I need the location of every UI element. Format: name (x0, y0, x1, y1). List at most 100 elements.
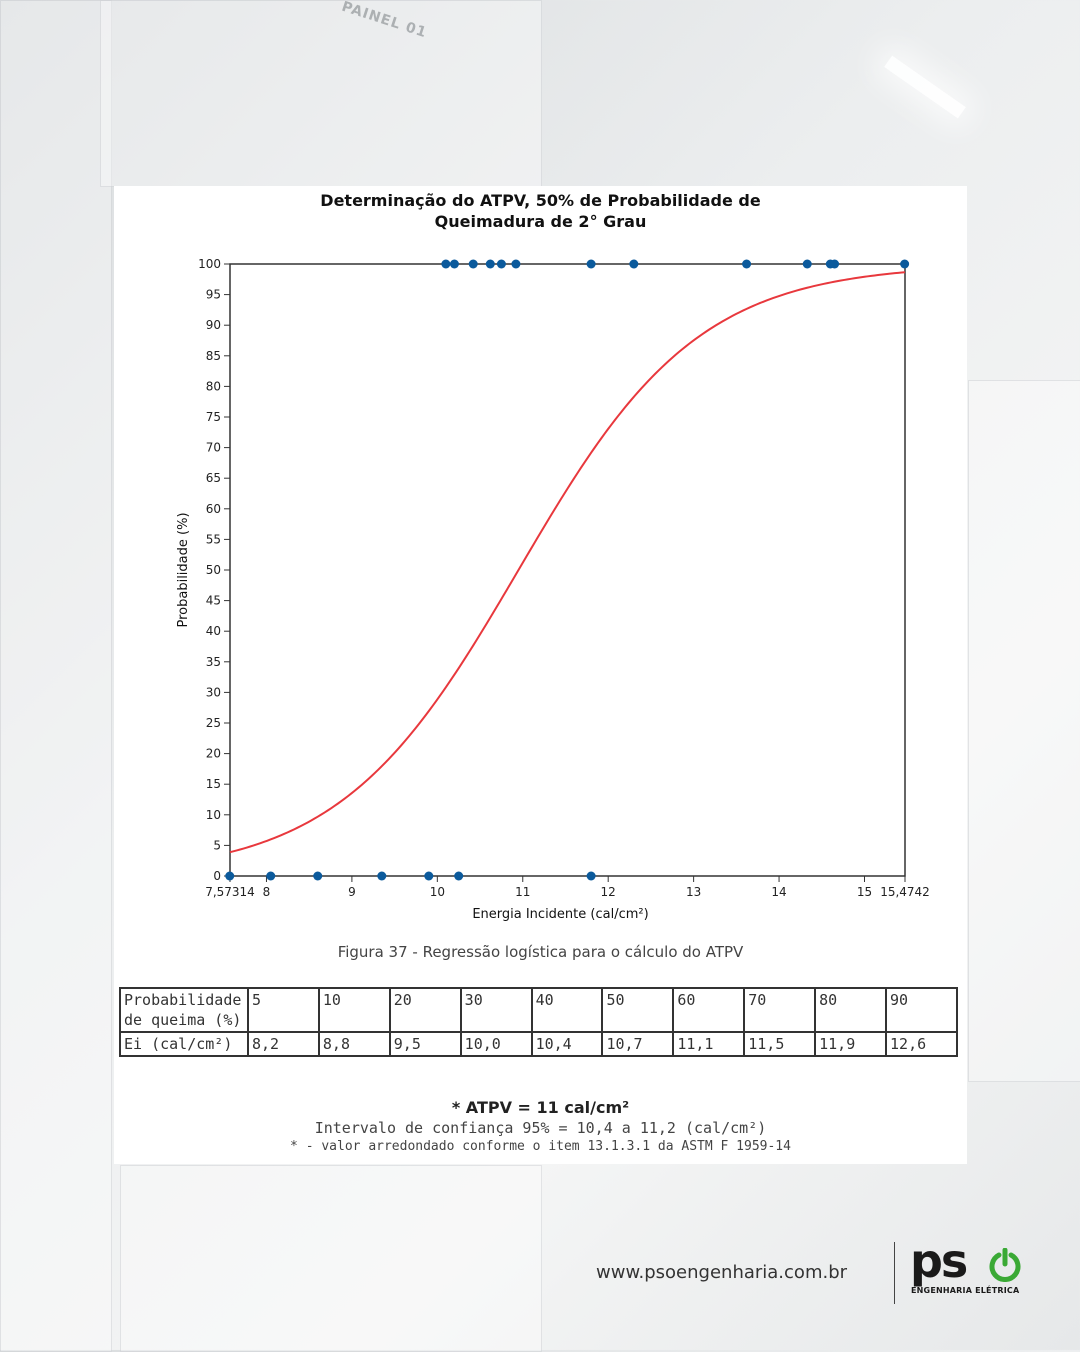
y-tick-label: 80 (206, 379, 221, 393)
data-point (468, 259, 478, 269)
pso-logo: ps ENGENHARIA ELÉTRICA (910, 1238, 1026, 1300)
y-tick-label: 40 (206, 624, 221, 638)
figure-caption: Figura 37 - Regressão logística para o c… (337, 943, 744, 961)
table-cell: 10,0 (459, 1031, 533, 1057)
y-tick-label: 0 (213, 869, 221, 883)
y-tick-label: 5 (213, 838, 221, 852)
y-tick-label: 100 (198, 257, 221, 271)
footer-divider (894, 1242, 895, 1304)
data-point (449, 259, 459, 269)
data-point (377, 871, 387, 881)
data-point (629, 259, 639, 269)
y-tick-label: 35 (206, 655, 221, 669)
table-cell: 30 (459, 987, 533, 1033)
y-tick-label: 85 (206, 349, 221, 363)
figure-card: 0 5 10 15 20 25 30 35 40 45 50 55 60 65 70 75 80 85 90 95 10… (114, 186, 967, 1164)
y-tick-label: 60 (206, 502, 221, 516)
y-tick-label: 45 (206, 594, 221, 608)
data-point (586, 871, 596, 881)
y-axis-label: Probabilidade (%) (176, 512, 191, 627)
background-cabinet-right (968, 380, 1080, 1082)
data-point (424, 871, 434, 881)
x-tick-label: 8 (263, 885, 271, 899)
data-point (496, 259, 506, 269)
table-row: Ei (cal/cm²) 8,2 8,8 9,5 10,0 10,4 10,7 … (119, 1031, 958, 1057)
y-tick-label: 90 (206, 318, 221, 332)
table-row: Probabilidade de queima (%) 5 10 20 30 4… (119, 987, 958, 1033)
website-link[interactable]: www.psoengenharia.com.br (596, 1262, 848, 1283)
x-tick-label: 13 (686, 885, 701, 899)
background-cabinet-center (100, 0, 542, 187)
data-point (313, 871, 323, 881)
series-line-logistic (229, 271, 906, 854)
y-tick-label: 55 (206, 532, 221, 546)
table-cell: 50 (601, 987, 675, 1033)
plot-area (229, 263, 906, 877)
x-tick-label: 9 (348, 885, 356, 899)
y-tick-label: 50 (206, 563, 221, 577)
data-point (485, 259, 495, 269)
data-point (742, 259, 752, 269)
x-axis-label: Energia Incidente (cal/cm²) (472, 907, 648, 922)
y-tick-label: 30 (206, 685, 221, 699)
chart-title: Determinação do ATPV, 50% de Probabilida… (114, 190, 967, 232)
data-point (900, 259, 910, 269)
table-cell: 12,6 (885, 1031, 958, 1057)
data-point (225, 871, 235, 881)
y-tick-label: 95 (206, 288, 221, 302)
table-cell: 10,7 (601, 1031, 675, 1057)
table-cell: 70 (743, 987, 817, 1033)
background-cabinet-lower (120, 1165, 542, 1352)
data-point (266, 871, 276, 881)
y-tick-label: 75 (206, 410, 221, 424)
y-tick-label: 65 (206, 471, 221, 485)
table-cell: 10 (317, 987, 391, 1033)
data-point (454, 871, 464, 881)
probability-chart: 0 5 10 15 20 25 30 35 40 45 50 55 60 65 70 75 80 85 90 95 10… (176, 257, 930, 922)
confidence-interval: Intervalo de confiança 95% = 10,4 a 11,2… (314, 1119, 767, 1137)
data-point (802, 259, 812, 269)
y-tick-label: 20 (206, 747, 221, 761)
x-tick-label: 10 (430, 885, 445, 899)
power-icon (989, 1248, 1021, 1282)
data-point (441, 259, 451, 269)
x-tick-label: 11 (515, 885, 530, 899)
data-point (511, 259, 521, 269)
y-tick-label: 70 (206, 441, 221, 455)
chart-title-line-1: Determinação do ATPV, 50% de Probabilida… (320, 191, 761, 210)
background-cabinet-left (0, 0, 112, 1352)
probability-table: Probabilidade de queima (%) 5 10 20 30 4… (119, 987, 958, 1057)
table-cell: 9,5 (388, 1031, 462, 1057)
table-cell: 90 (885, 987, 958, 1033)
chart-title-line-2: Queimadura de 2° Grau (434, 212, 647, 231)
table-cell: 40 (530, 987, 604, 1033)
table-cell: 60 (672, 987, 746, 1033)
table-cell: 5 (247, 987, 320, 1033)
y-tick-label: 15 (206, 777, 221, 791)
atpv-summary: * ATPV = 11 cal/cm² Intervalo de confian… (114, 1097, 967, 1156)
x-tick-label: 15,4742 (880, 885, 930, 899)
table-cell: 11,1 (672, 1031, 746, 1057)
data-point (830, 259, 840, 269)
x-tick-label: 7,57314 (205, 885, 255, 899)
table-cell: 8,2 (247, 1031, 320, 1057)
table-cell: 11,5 (743, 1031, 817, 1057)
table-cell: 10,4 (530, 1031, 604, 1057)
rounding-note: * - valor arredondado conforme o item 13… (290, 1139, 791, 1154)
data-point (586, 259, 596, 269)
x-tick-label: 14 (771, 885, 786, 899)
x-tick-label: 15 (857, 885, 872, 899)
logo-wordmark: ps (910, 1234, 968, 1288)
table-cell: 11,9 (814, 1031, 888, 1057)
table-cell: 80 (814, 987, 888, 1033)
y-tick-label: 25 (206, 716, 221, 730)
x-tick-label: 12 (601, 885, 616, 899)
table-row-header: Probabilidade de queima (%) (119, 987, 249, 1033)
background-ceiling-light (884, 55, 966, 119)
y-tick-label: 10 (206, 808, 221, 822)
table-cell: 20 (388, 987, 462, 1033)
table-row-header: Ei (cal/cm²) (119, 1031, 249, 1057)
atpv-value: * ATPV = 11 cal/cm² (451, 1098, 630, 1117)
logo-subtitle: ENGENHARIA ELÉTRICA (911, 1286, 1020, 1295)
table-cell: 8,8 (317, 1031, 391, 1057)
